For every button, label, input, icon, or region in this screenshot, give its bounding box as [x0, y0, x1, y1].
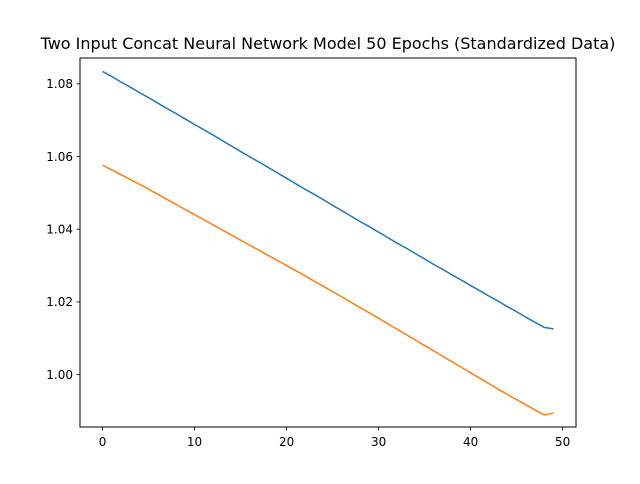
series-line-1: [102, 70, 554, 330]
x-tick-label: 50: [555, 435, 570, 449]
plot-frame: [79, 57, 577, 428]
x-axis: 0 10 20 30 40 50: [99, 427, 570, 449]
x-tick-label: 30: [371, 435, 386, 449]
y-tick-label: 1.06: [46, 150, 73, 164]
y-tick-label: 1.00: [46, 368, 73, 382]
x-tick-label: 20: [279, 435, 294, 449]
x-tick-label: 0: [99, 435, 107, 449]
chart-title: Two Input Concat Neural Network Model 50…: [40, 34, 616, 53]
x-tick-label: 40: [463, 435, 478, 449]
y-axis: 1.00 1.02 1.04 1.06 1.08: [46, 77, 80, 382]
x-tick-label: 10: [187, 435, 202, 449]
series-line-2: [102, 164, 554, 416]
series-layer: [102, 70, 554, 416]
y-tick-label: 1.02: [46, 295, 73, 309]
y-tick-label: 1.04: [46, 223, 73, 237]
y-tick-label: 1.08: [46, 77, 73, 91]
